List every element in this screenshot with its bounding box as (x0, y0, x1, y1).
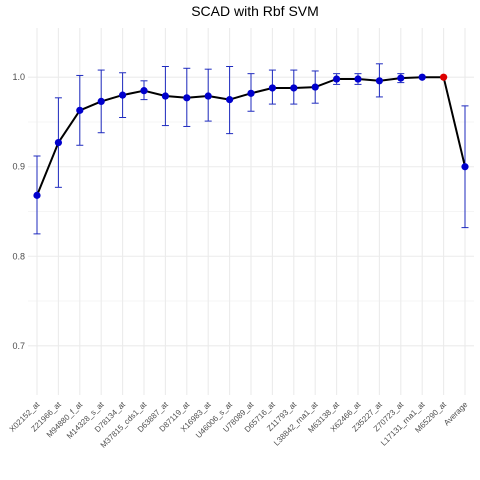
data-point (290, 84, 298, 92)
data-point (461, 163, 469, 171)
data-point (161, 92, 169, 100)
data-point (33, 191, 41, 199)
y-tick-label: 1.0 (12, 72, 25, 82)
grid (28, 28, 474, 395)
y-tick-label: 0.7 (12, 341, 25, 351)
data-point (97, 97, 105, 105)
data-point (397, 74, 405, 82)
data-point (119, 91, 127, 99)
data-point (354, 75, 362, 83)
data-point (418, 73, 426, 81)
data-point (226, 96, 234, 104)
data-point (204, 92, 212, 100)
data-point (333, 75, 341, 83)
data-point (375, 77, 383, 85)
y-tick-label: 0.8 (12, 251, 25, 261)
data-point-highlight (440, 73, 448, 81)
data-point (268, 84, 276, 92)
data-point (54, 138, 63, 147)
error-bars (33, 63, 469, 235)
data-point (247, 89, 255, 97)
data-point (140, 87, 148, 95)
data-point (183, 94, 191, 102)
data-point (76, 106, 84, 114)
y-tick-label: 0.9 (12, 162, 25, 172)
data-points (33, 73, 469, 199)
data-point (311, 83, 319, 91)
y-axis-ticks: 0.7 0.8 0.9 1.0 (12, 72, 25, 351)
chart-title: SCAD with Rbf SVM (191, 3, 319, 19)
